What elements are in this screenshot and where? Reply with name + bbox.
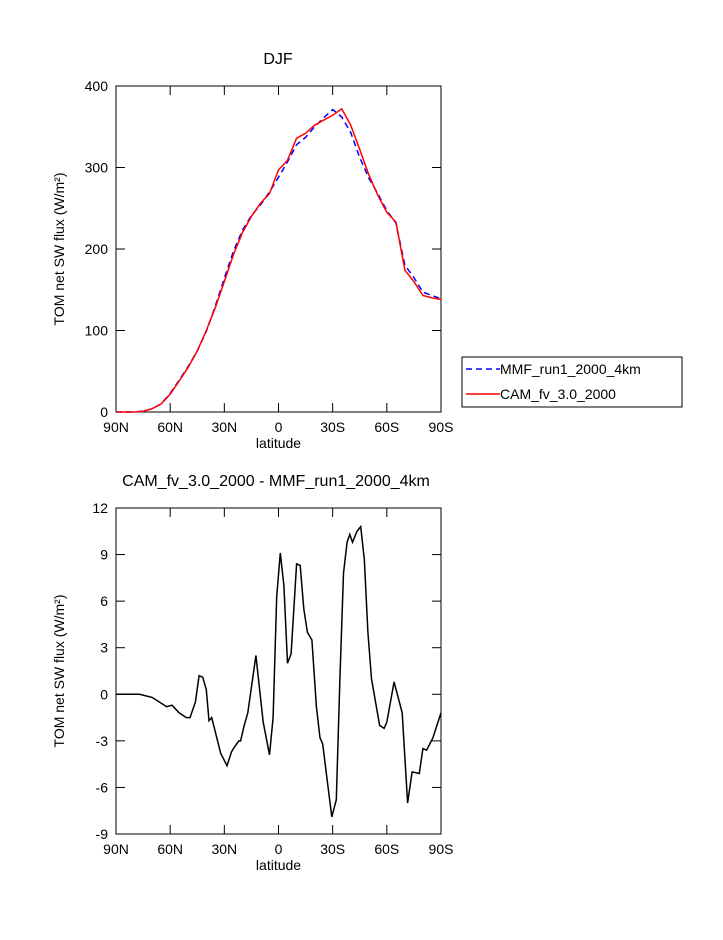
plot-frame [115,85,442,413]
chart-title: DJF [263,51,293,68]
y-tick-label: 200 [85,241,109,257]
x-tick-label: 90S [429,419,454,435]
x-axis-label: latitude [256,435,301,451]
x-tick-label: 30S [320,419,345,435]
y-axis-label: TOM net SW flux (W/m²) [51,595,67,748]
y-tick-label: 12 [92,500,108,516]
y-tick-label: 0 [100,404,108,420]
x-tick-label: 0 [275,841,283,857]
legend-box [461,356,683,408]
x-tick-label: 60S [374,841,399,857]
x-tick-label: 30S [320,841,345,857]
x-tick-label: 60N [157,419,183,435]
y-tick-label: -6 [96,779,109,795]
x-tick-label: 30N [211,841,237,857]
x-tick-label: 60N [157,841,183,857]
y-axis-label: TOM net SW flux (W/m²) [51,173,67,326]
x-tick-label: 90N [103,841,129,857]
y-tick-label: 300 [85,160,109,176]
y-tick-label: -9 [96,826,109,842]
data-line [116,107,442,413]
y-tick-label: 0 [100,686,108,702]
y-tick-label: 3 [100,640,108,656]
chart-title: CAM_fv_3.0_2000 - MMF_run1_2000_4km [122,473,430,490]
data-line [116,524,442,818]
data-line [116,108,442,413]
x-tick-label: 60S [374,419,399,435]
y-tick-label: 400 [85,78,109,94]
x-tick-label: 0 [275,419,283,435]
legend-label: MMF_run1_2000_4km [500,361,641,377]
y-tick-label: 9 [100,547,108,563]
y-tick-label: 6 [100,593,108,609]
x-axis-label: latitude [256,857,301,873]
plot-frame [115,507,442,835]
x-tick-label: 90S [429,841,454,857]
y-tick-label: 100 [85,323,109,339]
legend-label: CAM_fv_3.0_2000 [500,386,616,402]
x-tick-label: 90N [103,419,129,435]
y-tick-label: -3 [96,733,109,749]
x-tick-label: 30N [211,419,237,435]
